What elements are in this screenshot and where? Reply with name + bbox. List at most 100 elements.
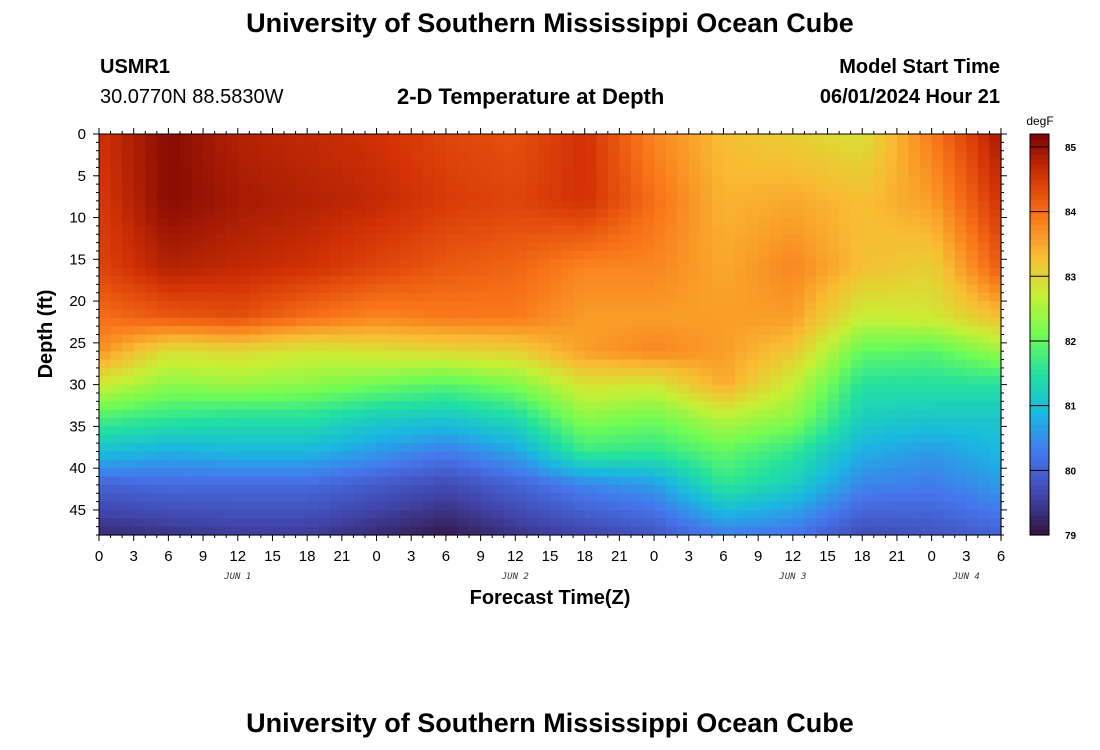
heatmap-cell	[758, 225, 771, 235]
heatmap-cell	[839, 225, 852, 235]
heatmap-cell	[457, 351, 470, 361]
heatmap-cell	[307, 476, 320, 486]
heatmap-cell	[792, 351, 806, 361]
heatmap-cell	[839, 342, 852, 352]
heatmap-cell	[700, 409, 713, 419]
heatmap-cell	[260, 200, 274, 210]
heatmap-cell	[654, 317, 667, 327]
heatmap-cell	[584, 493, 597, 503]
heatmap-cell	[122, 493, 135, 503]
heatmap-cell	[457, 518, 470, 528]
heatmap-cell	[133, 509, 146, 519]
heatmap-cell	[561, 367, 574, 377]
heatmap-cell	[908, 326, 921, 336]
heatmap-cell	[503, 134, 516, 143]
heatmap-cell	[99, 434, 112, 444]
heatmap-cell	[110, 351, 123, 361]
heatmap-cell	[688, 292, 701, 302]
heatmap-cell	[654, 493, 667, 503]
heatmap-cell	[538, 225, 551, 235]
heatmap-cell	[237, 359, 250, 369]
heatmap-cell	[758, 276, 771, 285]
heatmap-cell	[573, 493, 586, 503]
heatmap-cell	[330, 367, 343, 377]
heatmap-cell	[341, 401, 355, 411]
heatmap-cell	[954, 134, 967, 143]
heatmap-cell	[735, 209, 748, 219]
heatmap-cell	[758, 451, 771, 461]
heatmap-cell	[492, 459, 505, 469]
heatmap-cell	[388, 209, 401, 219]
heatmap-cell	[434, 184, 447, 194]
heatmap-cell	[607, 451, 620, 461]
heatmap-cell	[526, 250, 540, 260]
heatmap-cell	[99, 476, 112, 486]
heatmap-cell	[341, 384, 355, 394]
heatmap-cell	[469, 317, 482, 327]
heatmap-cell	[954, 250, 967, 260]
heatmap-cell	[815, 334, 829, 344]
heatmap-cell	[584, 409, 597, 419]
heatmap-cell	[237, 459, 250, 469]
heatmap-cell	[781, 134, 794, 143]
heatmap-cell	[469, 150, 482, 160]
heatmap-cell	[284, 342, 297, 352]
heatmap-cell	[607, 192, 620, 202]
heatmap-cell	[469, 518, 482, 528]
heatmap-cell	[503, 276, 516, 285]
heatmap-cell	[411, 159, 424, 169]
heatmap-cell	[561, 384, 574, 394]
heatmap-cell	[353, 142, 366, 152]
heatmap-cell	[237, 276, 250, 285]
heatmap-cell	[203, 334, 216, 344]
heatmap-cell	[977, 334, 991, 344]
heatmap-cell	[931, 376, 944, 386]
heatmap-cell	[445, 159, 459, 169]
heatmap-cell	[318, 501, 331, 511]
heatmap-cell	[850, 426, 863, 436]
heatmap-cell	[769, 292, 782, 302]
heatmap-cell	[133, 409, 146, 419]
heatmap-cell	[792, 217, 806, 227]
heatmap-cell	[827, 159, 840, 169]
heatmap-cell	[179, 234, 193, 244]
heatmap-cell	[492, 225, 505, 235]
heatmap-cell	[711, 301, 725, 311]
heatmap-cell	[711, 351, 725, 361]
heatmap-cell	[815, 501, 829, 511]
heatmap-cell	[341, 142, 355, 152]
heatmap-cell	[908, 426, 921, 436]
heatmap-cell	[723, 292, 736, 302]
heatmap-cell	[110, 334, 123, 344]
heatmap-cell	[434, 526, 447, 536]
heatmap-cell	[550, 359, 563, 369]
heatmap-cell	[607, 200, 620, 210]
heatmap-cell	[966, 526, 979, 536]
heatmap-cell	[156, 493, 169, 503]
heatmap-cell	[203, 484, 216, 494]
heatmap-cell	[272, 359, 285, 369]
heatmap-cell	[133, 175, 146, 185]
heatmap-cell	[469, 468, 482, 478]
heatmap-cell	[318, 284, 331, 294]
colorbar-segment	[1030, 459, 1049, 466]
heatmap-cell	[688, 351, 701, 361]
heatmap-cell	[503, 217, 516, 227]
heatmap-cell	[735, 225, 748, 235]
heatmap-cell	[746, 259, 759, 269]
heatmap-cell	[885, 501, 898, 511]
heatmap-cell	[434, 259, 447, 269]
heatmap-cell	[110, 259, 123, 269]
heatmap-cell	[388, 359, 401, 369]
heatmap-cell	[503, 292, 516, 302]
heatmap-cell	[538, 468, 551, 478]
heatmap-cell	[237, 476, 250, 486]
heatmap-cell	[596, 317, 609, 327]
heatmap-cell	[677, 209, 690, 219]
heatmap-cell	[538, 409, 551, 419]
heatmap-cell	[561, 518, 574, 528]
heatmap-cell	[295, 192, 308, 202]
heatmap-cell	[642, 493, 655, 503]
heatmap-cell	[885, 175, 898, 185]
heatmap-cell	[827, 317, 840, 327]
